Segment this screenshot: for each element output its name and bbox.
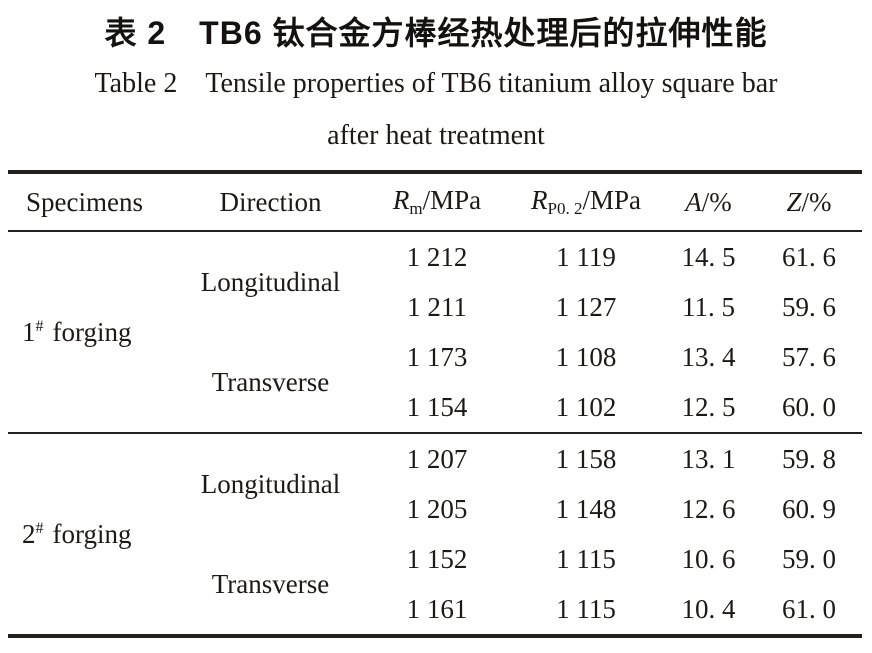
cell-rp02: 1 119 xyxy=(556,241,616,272)
table-row: 1 211 1 127 11. 5 59. 6 xyxy=(8,282,862,332)
cell-rp02: 1 148 xyxy=(555,493,617,524)
table-header-row: Specimens Direction Rm/MPa RP0. 2/MPa A/… xyxy=(8,172,862,231)
cell-rp02: 1 158 xyxy=(555,443,617,474)
direction-label: Longitudinal xyxy=(200,468,341,499)
specimen-name: forging xyxy=(52,518,132,549)
cell-elongation: 13. 1 xyxy=(681,443,736,474)
header-rm: Rm/MPa xyxy=(363,172,511,231)
cell-reduction: 59. 0 xyxy=(782,543,836,574)
table-title-english-line1: Table 2 Tensile properties of TB6 titani… xyxy=(94,68,778,99)
cell-reduction: 60. 0 xyxy=(782,391,836,422)
direction-label: Transverse xyxy=(211,568,330,599)
header-elongation: A/% xyxy=(661,172,756,231)
cell-reduction: 57. 6 xyxy=(782,341,836,372)
cell-rm: 1 207 xyxy=(406,443,468,474)
cell-elongation: 12. 5 xyxy=(681,391,736,422)
a-symbol: A xyxy=(685,186,702,217)
rp02-subscript: P0. 2 xyxy=(547,199,583,218)
header-rp02: RP0. 2/MPa xyxy=(511,172,661,231)
cell-reduction: 59. 6 xyxy=(782,291,836,322)
table-row: Transverse 1 152 1 115 10. 6 59. 0 xyxy=(8,534,862,599)
table-row: 1 154 1 102 12. 5 60. 0 xyxy=(8,382,862,433)
specimen-hash: # xyxy=(35,317,44,335)
cell-reduction: 61. 6 xyxy=(782,241,836,272)
a-unit: /% xyxy=(701,186,732,217)
cell-rm: 1 161 xyxy=(406,593,468,624)
cell-rp02: 1 108 xyxy=(555,341,617,372)
cell-elongation: 11. 5 xyxy=(682,291,735,322)
cell-rm: 1 154 xyxy=(406,391,468,422)
direction-label: Transverse xyxy=(211,366,330,397)
cell-rm: 1 173 xyxy=(406,341,468,372)
cell-elongation: 10. 6 xyxy=(681,543,736,574)
cell-rp02: 1 115 xyxy=(556,593,616,624)
cell-rp02: 1 115 xyxy=(556,543,616,574)
cell-elongation: 10. 4 xyxy=(681,593,736,624)
rm-subscript: m xyxy=(409,199,423,218)
z-unit: /% xyxy=(801,186,832,217)
forging-1-group: 1# forging Longitudinal 1 212 1 119 14. 5… xyxy=(8,231,862,433)
table-title-chinese: 表 2 TB6 钛合金方棒经热处理后的拉伸性能 xyxy=(104,15,768,51)
cell-elongation: 14. 5 xyxy=(681,241,736,272)
rp02-unit: /MPa xyxy=(582,185,641,215)
specimen-label-2: 2# forging xyxy=(8,433,178,636)
table-row: 2# forging Longitudinal 1 207 1 158 13. 1… xyxy=(8,433,862,549)
header-specimens: Specimens xyxy=(26,186,143,217)
cell-elongation: 13. 4 xyxy=(681,341,736,372)
cell-rp02: 1 127 xyxy=(555,291,617,322)
specimen-name: forging xyxy=(52,316,132,347)
table-row: 1# forging Longitudinal 1 212 1 119 14. 5… xyxy=(8,231,862,347)
cell-reduction: 59. 8 xyxy=(782,443,836,474)
specimen-hash: # xyxy=(35,519,44,537)
z-symbol: Z xyxy=(786,186,802,217)
table-title-english-line2: after heat treatment xyxy=(327,120,545,151)
specimen-number: 2 xyxy=(22,518,36,549)
cell-rm: 1 152 xyxy=(406,543,468,574)
direction-label: Longitudinal xyxy=(200,266,341,297)
cell-reduction: 61. 0 xyxy=(782,593,836,624)
cell-elongation: 12. 6 xyxy=(681,493,736,524)
cell-rp02: 1 102 xyxy=(555,391,617,422)
specimen-label-1: 1# forging xyxy=(8,231,178,433)
tensile-properties-table: Specimens Direction Rm/MPa RP0. 2/MPa A/… xyxy=(8,170,862,638)
table-row: Transverse 1 173 1 108 13. 4 57. 6 xyxy=(8,332,862,397)
rm-unit: /MPa xyxy=(422,185,482,215)
table-row: 1 161 1 115 10. 4 61. 0 xyxy=(8,584,862,636)
specimen-number: 1 xyxy=(22,316,36,347)
cell-rm: 1 205 xyxy=(406,493,468,524)
cell-rm: 1 211 xyxy=(407,291,467,322)
forging-2-group: 2# forging Longitudinal 1 207 1 158 13. 1… xyxy=(8,433,862,636)
header-direction: Direction xyxy=(219,186,322,217)
cell-reduction: 60. 9 xyxy=(782,493,836,524)
rm-symbol: R xyxy=(392,185,410,215)
table-row: 1 205 1 148 12. 6 60. 9 xyxy=(8,484,862,534)
cell-rm: 1 212 xyxy=(406,241,468,272)
rp02-symbol: R xyxy=(531,185,548,215)
header-reduction: Z/% xyxy=(756,172,862,231)
